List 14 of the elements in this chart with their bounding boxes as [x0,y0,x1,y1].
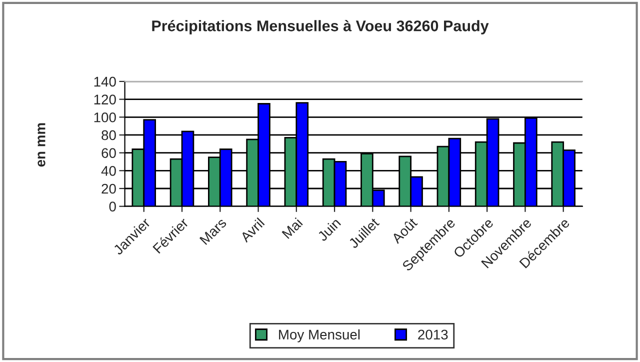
y-tick-label: 120 [94,94,116,104]
legend-label: Moy Mensuel [279,329,360,342]
legend-label: 2013 [418,330,448,340]
y-tick-label: 40 [101,166,116,176]
y-tick-label: 60 [102,148,116,158]
y-tick-label: 100 [94,112,116,122]
x-tick-label: Juin [316,217,342,242]
y-axis-title: en mm [38,123,46,167]
y-tick-label: 140 [94,76,116,87]
y-tick-label: 80 [102,130,116,140]
y-tick-label: 0 [109,202,116,212]
y-tick-label: 20 [102,184,116,194]
chart-title: Précipitations Mensuelles à Voeu 36260 Paudy [152,20,489,34]
x-tick-label: Mai [281,217,303,239]
